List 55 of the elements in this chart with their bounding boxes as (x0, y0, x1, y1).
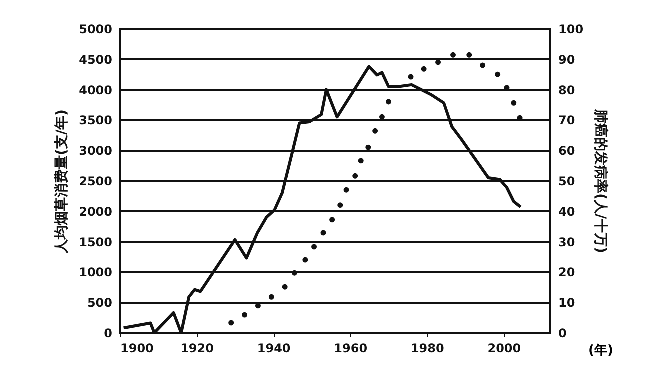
y-tick-label: 3000 (79, 144, 112, 158)
y-axis-title: 人均烟草消费量(支/年) (54, 110, 70, 254)
y2-tick-label: 60 (558, 144, 576, 158)
point (379, 114, 385, 120)
point (292, 270, 298, 276)
point (511, 100, 517, 106)
x-tick-label: 1960 (334, 342, 368, 356)
y-tick-label: 2500 (79, 174, 112, 188)
point (228, 320, 234, 326)
point (330, 217, 336, 223)
point (480, 62, 486, 68)
point (372, 128, 378, 134)
point (242, 312, 248, 318)
x-tick-label: 2000 (488, 342, 522, 356)
x-axis-title: (年) (588, 344, 614, 358)
y-tick-label: 1000 (79, 266, 112, 280)
point (366, 144, 372, 150)
point (408, 74, 414, 80)
y2-tick-label: 20 (558, 266, 576, 280)
point (450, 52, 456, 58)
point (358, 158, 364, 164)
y2-tick-label: 10 (558, 296, 576, 310)
y-tick-label: 3500 (79, 114, 112, 128)
y2-axis-title: 肺癌的发病率(人/十万) (592, 108, 610, 254)
point (386, 99, 392, 105)
point (312, 244, 318, 250)
point (352, 173, 358, 179)
y2-tick-label: 70 (558, 114, 576, 128)
y2-tick-label: 50 (558, 174, 576, 188)
y2-tick-label: 90 (558, 52, 576, 67)
y-tick-label: 5000 (79, 22, 112, 36)
point (302, 257, 308, 263)
x-tick-label: 1920 (180, 342, 214, 356)
point (268, 294, 274, 300)
point (320, 230, 326, 236)
y2-tick-label: 40 (558, 204, 576, 219)
y-tick-label: 2000 (79, 204, 112, 219)
y-tick-label: 500 (87, 296, 112, 310)
point (466, 52, 472, 58)
point (495, 72, 501, 78)
point (338, 202, 344, 208)
y-tick-label: 0 (104, 326, 112, 340)
y2-tick-label: 0 (558, 326, 567, 340)
point (344, 187, 350, 193)
y2-tick-label: 100 (558, 22, 584, 36)
y-tick-label: 4000 (79, 83, 112, 98)
y-tick-label: 1500 (79, 235, 112, 250)
x-tick-label: 1900 (120, 342, 154, 356)
point (421, 66, 427, 72)
y-tick-label: 4500 (79, 52, 112, 67)
point (282, 284, 288, 290)
y2-tick-label: 80 (558, 83, 576, 98)
y2-tick-label: 30 (558, 235, 576, 250)
x-tick-label: 1980 (410, 342, 444, 356)
x-tick-label: 1940 (257, 342, 291, 356)
